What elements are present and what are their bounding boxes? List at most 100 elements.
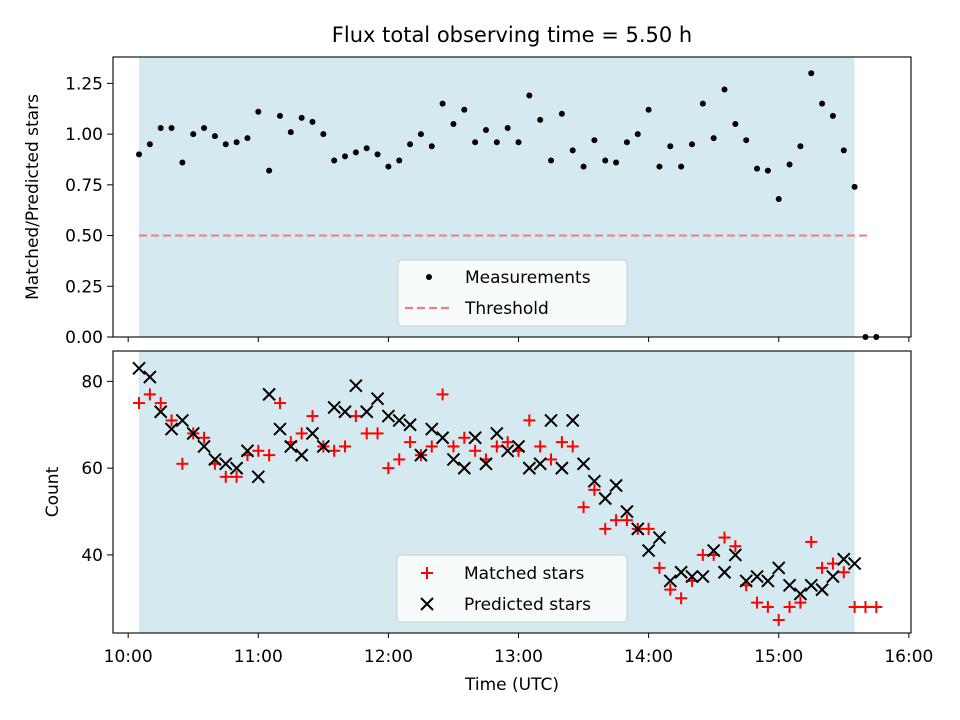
predicted-star-point bbox=[533, 457, 547, 471]
predicted-star-point bbox=[132, 361, 146, 376]
predicted-star-point-b bbox=[381, 409, 396, 423]
measurement-point bbox=[428, 143, 435, 150]
measurement-point bbox=[342, 153, 349, 160]
measurement-point bbox=[385, 163, 392, 170]
x-tick-label: 16:00 bbox=[884, 647, 933, 667]
measurement-point bbox=[298, 114, 305, 121]
predicted-star-point-b bbox=[782, 578, 797, 592]
predicted-star-point-b bbox=[186, 426, 200, 441]
predicted-star-point bbox=[566, 413, 580, 428]
matched-star-point bbox=[339, 440, 352, 453]
predicted-star-point bbox=[284, 439, 298, 454]
matched-star-point bbox=[143, 388, 156, 401]
matched-star-point bbox=[751, 596, 764, 609]
matched-star-point bbox=[133, 397, 146, 410]
x-tick-label: 13:00 bbox=[494, 647, 543, 667]
matched-star-point bbox=[371, 427, 384, 440]
matched-star-point bbox=[696, 548, 709, 561]
legend-label-matched: Matched stars bbox=[464, 564, 584, 584]
matched-star-point bbox=[469, 444, 482, 457]
matched-star-point bbox=[360, 427, 373, 440]
matched-star-point bbox=[328, 444, 341, 457]
predicted-star-point-b bbox=[522, 461, 537, 475]
matched-star-point bbox=[349, 410, 362, 423]
measurement-point bbox=[352, 149, 359, 156]
ratio-x-axis bbox=[127, 337, 910, 342]
matched-star-point bbox=[393, 453, 406, 466]
predicted-star-point bbox=[739, 574, 753, 588]
ratio-y-tick-label: 1.00 bbox=[65, 125, 103, 145]
matched-star-point bbox=[501, 436, 514, 449]
predicted-star-point-b bbox=[674, 565, 688, 579]
predicted-star-point bbox=[706, 543, 721, 558]
predicted-star-point bbox=[782, 578, 797, 592]
predicted-star-point-b bbox=[294, 448, 309, 462]
predicted-star-point bbox=[815, 582, 829, 597]
legend-marker-measurements bbox=[426, 274, 432, 280]
measurement-point bbox=[211, 133, 218, 140]
count-y-tick-label: 40 bbox=[81, 546, 103, 566]
measurement-point bbox=[743, 137, 750, 144]
predicted-star-point-b bbox=[750, 569, 764, 584]
predicted-star-point bbox=[370, 392, 385, 406]
predicted-star-point bbox=[479, 457, 493, 471]
ratio-legend: Measurements Threshold bbox=[397, 259, 628, 327]
matched-star-point bbox=[252, 444, 265, 457]
measurement-point bbox=[363, 145, 370, 152]
measurement-point bbox=[407, 141, 414, 148]
matched-star-point bbox=[198, 431, 211, 444]
matched-star-point bbox=[837, 566, 850, 579]
chart-title: Flux total observing time = 5.50 h bbox=[332, 23, 692, 47]
measurement-point bbox=[515, 139, 522, 146]
measurement-point bbox=[678, 163, 685, 170]
matched-star-point bbox=[599, 522, 612, 535]
predicted-star-point-b bbox=[533, 457, 547, 471]
legend-marker-predicted bbox=[420, 597, 434, 611]
predicted-star-point-b bbox=[598, 491, 612, 506]
matched-star-point bbox=[555, 436, 568, 449]
measurement-point bbox=[244, 135, 251, 142]
legend-label-predicted: Predicted stars bbox=[464, 595, 591, 615]
predicted-star-point bbox=[587, 474, 602, 488]
predicted-star-point bbox=[826, 569, 840, 584]
predicted-star-point bbox=[305, 426, 320, 441]
predicted-star-point bbox=[641, 543, 656, 558]
measurement-point bbox=[851, 183, 858, 190]
matched-star-point bbox=[306, 410, 319, 423]
matched-star-point bbox=[729, 540, 742, 553]
measurement-point bbox=[157, 125, 164, 132]
count-y-tick-label: 80 bbox=[81, 372, 103, 392]
matched-star-point bbox=[870, 600, 883, 613]
predicted-star-point bbox=[685, 569, 699, 584]
matched-star-point bbox=[176, 457, 189, 470]
predicted-star-point-b bbox=[609, 478, 623, 493]
matched-star-point bbox=[490, 440, 503, 453]
predicted-star-point-b bbox=[153, 405, 168, 419]
measurement-point bbox=[602, 157, 609, 164]
predicted-star-point bbox=[652, 530, 667, 545]
predicted-star-point bbox=[360, 405, 374, 419]
predicted-star-point bbox=[847, 556, 862, 571]
predicted-star-point bbox=[500, 444, 515, 458]
matched-star-point bbox=[859, 600, 872, 613]
measurement-point bbox=[569, 147, 576, 154]
measurement-point bbox=[613, 159, 620, 166]
predicted-star-point-b bbox=[349, 379, 363, 393]
predicted-star-point bbox=[164, 422, 179, 436]
predicted-star-point bbox=[381, 409, 396, 423]
measurement-point bbox=[287, 129, 294, 136]
x-tick-label: 15:00 bbox=[754, 647, 803, 667]
measurement-point bbox=[840, 147, 847, 154]
predicted-star-point bbox=[663, 574, 678, 588]
predicted-star-point-b bbox=[826, 569, 840, 584]
measurement-point bbox=[439, 100, 446, 107]
predicted-star-point-b bbox=[696, 569, 710, 584]
predicted-star-point bbox=[316, 439, 331, 454]
predicted-star-point bbox=[273, 422, 287, 436]
measurement-point bbox=[786, 161, 793, 168]
measurement-point bbox=[775, 196, 782, 203]
matched-star-point bbox=[805, 535, 818, 548]
measurement-point bbox=[634, 131, 641, 138]
matched-star-point bbox=[566, 440, 579, 453]
